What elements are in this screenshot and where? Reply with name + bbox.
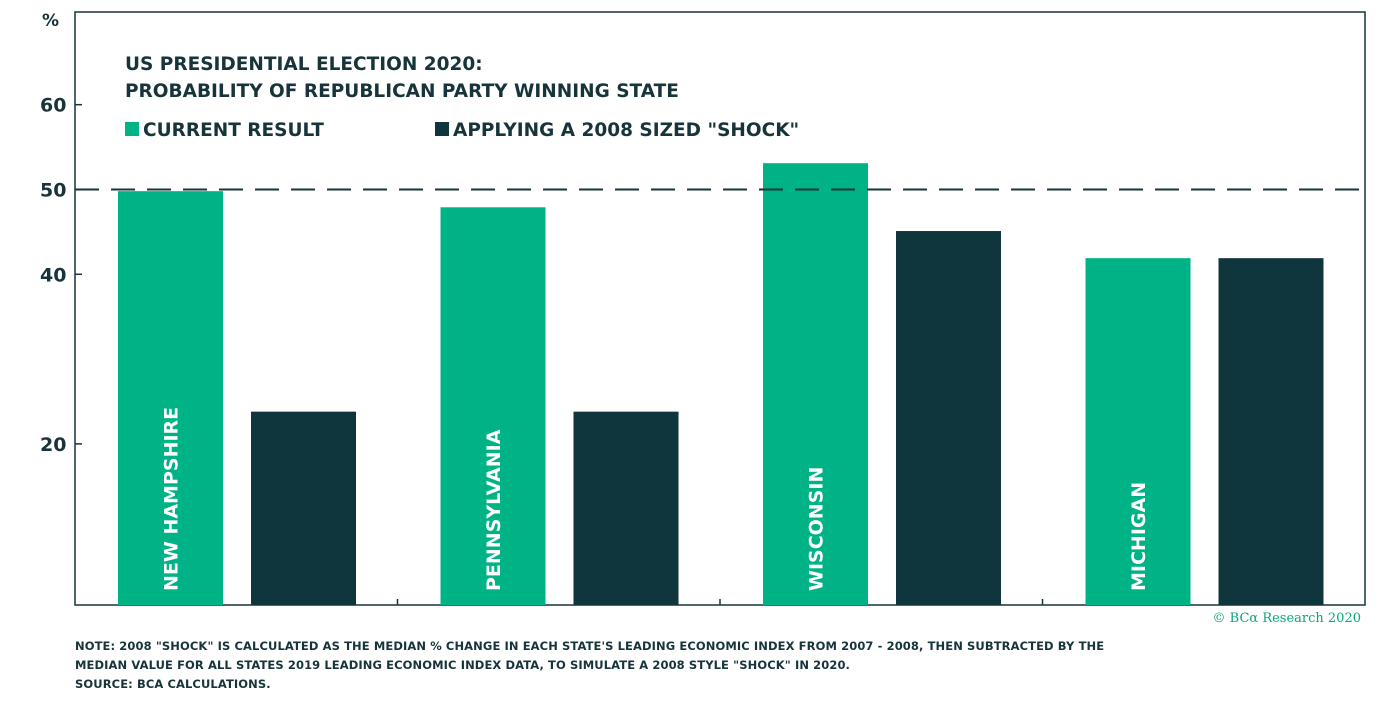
copyright-notice: © BCα Research 2020 [1212, 611, 1361, 626]
bars-group [118, 163, 1324, 606]
footnote-line-2: MEDIAN VALUE FOR ALL STATES 2019 LEADING… [75, 658, 851, 672]
bar-michigan-series-1 [1218, 258, 1324, 605]
y-tick-label: 20 [40, 434, 66, 456]
chart-title-line1: US PRESIDENTIAL ELECTION 2020: [125, 54, 483, 75]
footnote-line-1: NOTE: 2008 "SHOCK" IS CALCULATED AS THE … [75, 639, 1105, 653]
y-tick-label: 40 [40, 264, 66, 286]
legend-label-current-result: CURRENT RESULT [143, 120, 324, 141]
legend-swatch-2008-shock [435, 122, 449, 136]
legend-swatch-current-result [125, 122, 139, 136]
y-tick-label: 50 [40, 179, 66, 201]
x-axis-ticks [396, 599, 1044, 605]
category-labels: NEW HAMPSHIRE PENNSYLVANIA WISCONSIN MICHIG… [161, 407, 1151, 591]
category-label-pennsylvania: PENNSYLVANIA [483, 429, 505, 591]
bar-chart: 20 40 50 60 NEW HAMPSHIRE PENNSYLVANIA WISCON… [40, 11, 1366, 606]
bar-wisconsin-series-1 [896, 231, 1001, 606]
bar-wisconsin-series-0 [763, 163, 868, 605]
bar-pennsylvania-series-0 [440, 207, 546, 605]
y-axis-unit-label: % [42, 11, 59, 31]
y-axis-ticks: 20 40 50 60 [40, 95, 82, 456]
chart-title-line2: PROBABILITY OF REPUBLICAN PARTY WINNING … [125, 81, 679, 102]
category-label-new-hampshire: NEW HAMPSHIRE [161, 407, 183, 591]
y-tick-label: 60 [40, 95, 66, 117]
category-label-wisconsin: WISCONSIN [806, 467, 828, 591]
source-note: SOURCE: BCA CALCULATIONS. [75, 677, 271, 691]
bar-new-hampshire-series-0 [118, 191, 223, 605]
category-label-michigan: MICHIGAN [1128, 482, 1150, 591]
bar-pennsylvania-series-1 [573, 411, 679, 605]
bar-michigan-series-0 [1085, 258, 1191, 605]
legend-label-2008-shock: APPLYING A 2008 SIZED "SHOCK" [453, 120, 799, 141]
bar-new-hampshire-series-1 [251, 411, 356, 605]
